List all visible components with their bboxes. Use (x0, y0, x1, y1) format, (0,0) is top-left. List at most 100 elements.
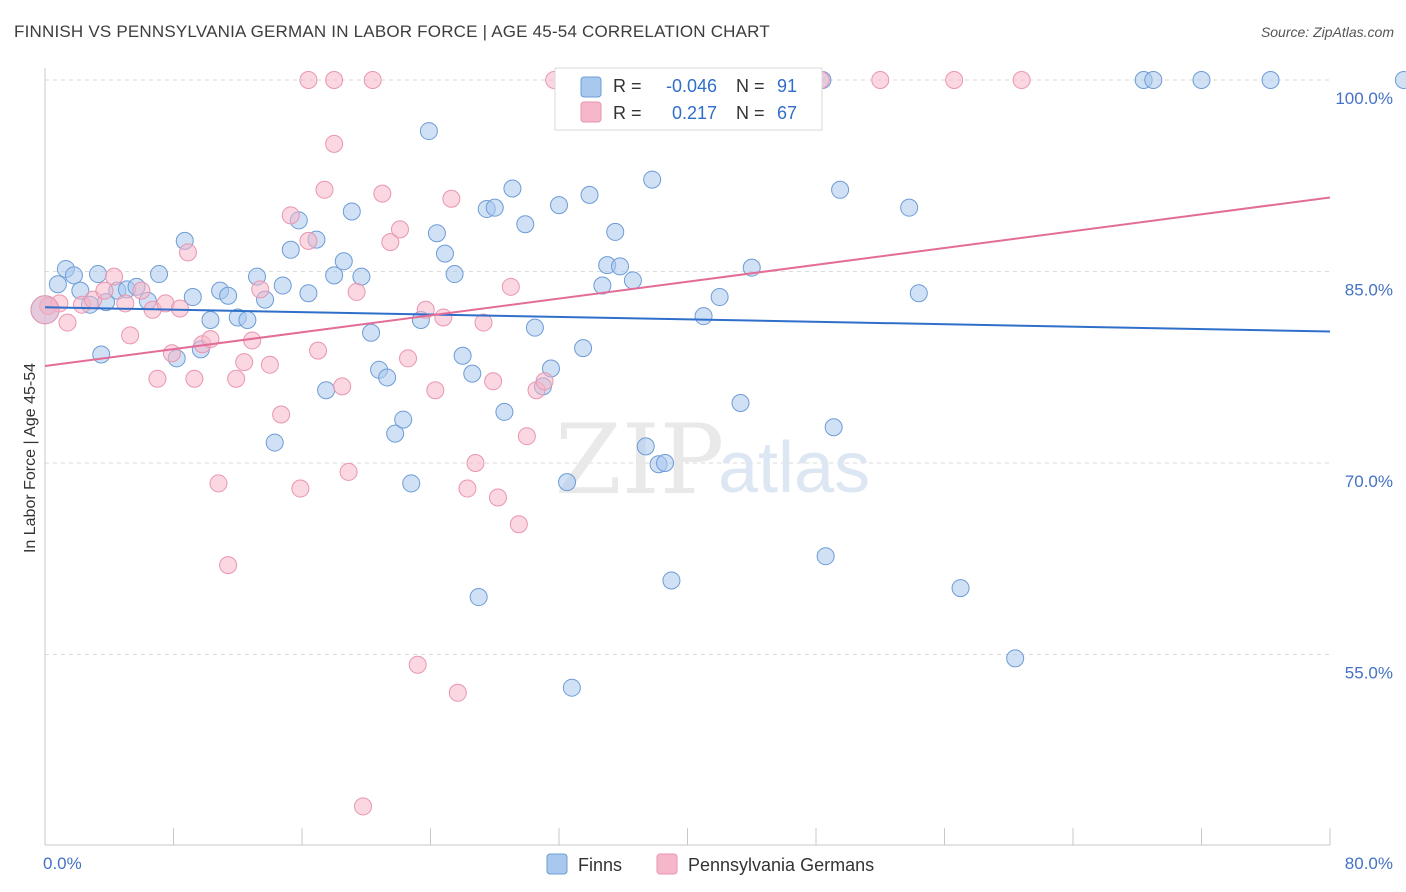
pennsylvania-german-point (291, 479, 310, 498)
pennsylvania-german-point (251, 280, 270, 299)
finns-point (92, 345, 111, 364)
finns-point (362, 323, 381, 342)
finns-point (831, 180, 850, 199)
finns-point (334, 252, 353, 271)
pennsylvania-german-point (30, 295, 60, 325)
pennsylvania-german-point (1012, 71, 1031, 89)
y-tick-label: 70.0% (1345, 472, 1393, 491)
finns-point (469, 588, 488, 607)
axes (44, 68, 1331, 846)
finns-point (453, 346, 472, 365)
y-tick-label: 55.0% (1345, 664, 1393, 683)
finns-point (219, 286, 238, 305)
pennsylvania-german-point (227, 369, 246, 388)
pennsylvania-german-point (466, 454, 485, 472)
data-points (30, 71, 1406, 816)
legend-r-value-pg: 0.217 (672, 103, 717, 123)
pennsylvania-german-point (185, 369, 204, 388)
x-tick-label-min: 0.0% (43, 854, 82, 873)
finns-point (643, 170, 662, 189)
legend-n-label-finns: N = (736, 76, 765, 96)
legend-swatch-pennsylvania-germans (580, 101, 602, 123)
pennsylvania-german-point (399, 349, 418, 368)
finns-point (550, 196, 568, 215)
finns-point (48, 275, 67, 294)
finns-point (485, 198, 504, 217)
finns-point (394, 410, 413, 429)
pennsylvania-german-point (162, 344, 181, 363)
finns-point (386, 424, 405, 443)
finns-point (1394, 71, 1406, 89)
source-label: Source: ZipAtlas.com (1260, 24, 1394, 40)
legend-n-label-pg: N = (736, 103, 765, 123)
pennsylvania-german-point (408, 655, 427, 674)
finns-point (150, 265, 169, 284)
finns-point (662, 571, 681, 590)
y-tick-label: 100.0% (1335, 89, 1393, 108)
pennsylvania-german-point (281, 206, 300, 225)
finns-point (1006, 649, 1025, 668)
finns-point (636, 437, 655, 456)
x-tick-labels: 0.0% 80.0% (43, 854, 1393, 873)
pennsylvania-german-point (535, 372, 554, 391)
bottom-legend-finns: Finns (578, 855, 622, 875)
pennsylvania-german-point (458, 479, 477, 498)
finns-point (580, 185, 599, 204)
y-tick-label: 85.0% (1345, 281, 1393, 300)
finns-point (606, 222, 625, 241)
legend-r-label-finns: R = (613, 76, 642, 96)
pennsylvania-german-point (309, 341, 328, 360)
finns-point (352, 267, 371, 286)
pennsylvania-german-point (170, 299, 189, 318)
finns-point (435, 244, 454, 263)
pennsylvania-german-point (325, 71, 344, 89)
finns-point (824, 418, 843, 437)
bottom-legend: Finns Pennsylvania Germans (546, 853, 874, 875)
pennsylvania-german-point (95, 281, 114, 300)
pennsylvania-german-point (299, 231, 318, 250)
pennsylvania-german-point (442, 189, 461, 208)
pennsylvania-german-point (219, 556, 238, 575)
finns-point (516, 215, 535, 234)
finns-point (1261, 71, 1280, 89)
bottom-legend-swatch-pennsylvania-germans (656, 853, 678, 875)
pennsylvania-german-point (448, 683, 467, 702)
finns-point (562, 678, 581, 697)
finns-point (402, 474, 421, 493)
legend-n-value-finns: 91 (777, 76, 797, 96)
pennsylvania-german-point (354, 797, 373, 816)
finns-point (503, 179, 522, 198)
pennsylvania-german-point (333, 377, 352, 396)
pennsylvania-german-point (945, 71, 964, 89)
pennsylvania-german-point (209, 474, 228, 493)
pennsylvania-german-point (871, 71, 890, 89)
legend: R = -0.046 N = 91 R = 0.217 N = 67 (554, 67, 823, 131)
finns-point (611, 257, 630, 276)
pennsylvania-german-point (347, 282, 366, 301)
bottom-legend-pennsylvania-germans: Pennsylvania Germans (688, 855, 874, 875)
pennsylvania-german-point (235, 353, 254, 372)
legend-r-label-pg: R = (613, 103, 642, 123)
finns-trend-line (44, 306, 1331, 333)
finns-point (909, 284, 928, 303)
finns-point (427, 224, 446, 243)
pennsylvania-german-point (121, 326, 140, 345)
finns-point (273, 276, 292, 295)
pennsylvania-german-point (484, 372, 503, 391)
finns-point (623, 271, 642, 290)
pennsylvania-german-point (390, 220, 409, 239)
pennsylvania-german-point (116, 294, 135, 313)
finns-point (183, 288, 202, 307)
finns-point (593, 276, 612, 295)
watermark-atlas: atlas (718, 428, 870, 508)
chart-title: FINNISH VS PENNSYLVANIA GERMAN IN LABOR … (14, 22, 770, 41)
pennsylvania-german-point (272, 405, 291, 424)
finns-point (64, 266, 83, 285)
finns-point (463, 364, 482, 383)
watermark: ZIP atlas (555, 404, 870, 516)
finns-point (900, 198, 919, 217)
legend-swatch-finns (580, 76, 602, 98)
pennsylvania-german-point (488, 488, 507, 507)
finns-point (238, 311, 257, 330)
